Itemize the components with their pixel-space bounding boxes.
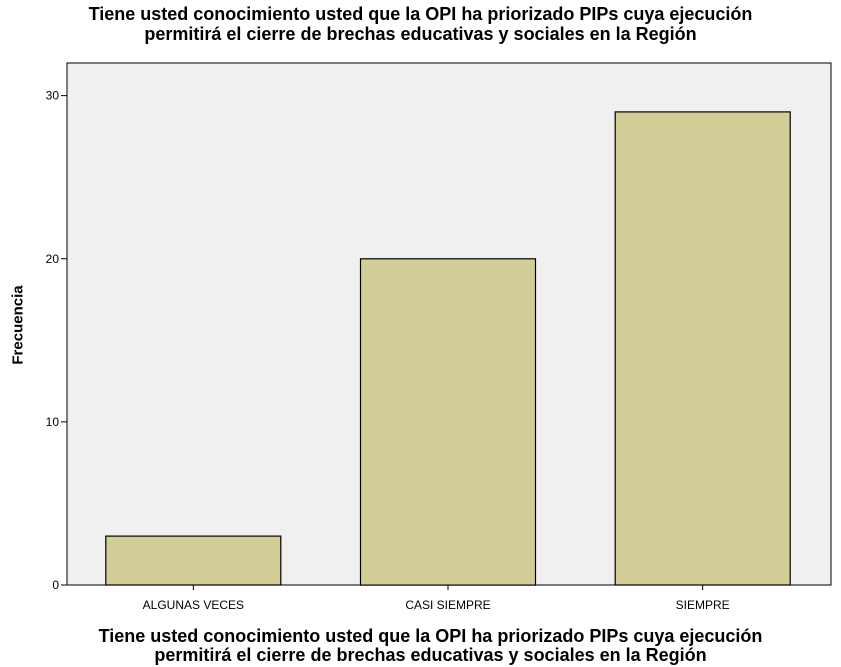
x-tick-label: SIEMPRE [676,598,730,612]
bar-casi-siempre [359,258,537,586]
bars-group [105,111,791,586]
bar-siempre [614,111,791,586]
y-tick-label: 0 [52,578,59,592]
bar-algunas-veces [105,535,282,586]
y-tick-label: 30 [46,89,60,103]
x-ticks-group: ALGUNAS VECES CASI SIEMPRE SIEMPRE [143,585,730,612]
x-tick-label: CASI SIEMPRE [405,598,490,612]
x-tick-label: ALGUNAS VECES [143,598,244,612]
x-axis-title: Tiene usted conocimiento usted que la OP… [98,626,763,665]
y-tick-label: 10 [46,415,60,429]
y-tick-label: 20 [46,252,60,266]
chart-title: Tiene usted conocimiento usted que la OP… [88,4,753,44]
y-ticks-group: 0 10 20 30 [46,89,67,592]
